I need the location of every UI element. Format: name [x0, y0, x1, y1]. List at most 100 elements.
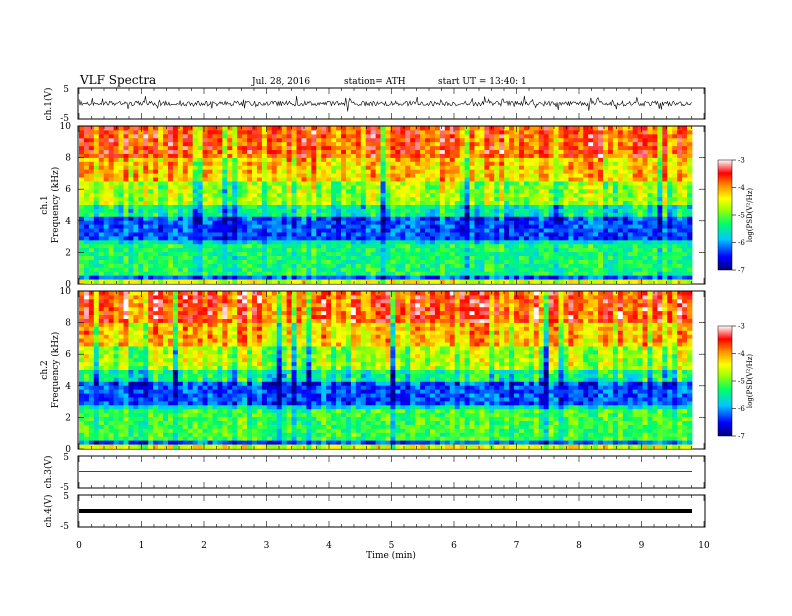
spectrogram-cell: [227, 138, 233, 143]
spectrogram-cell: [123, 197, 129, 202]
spectrogram-cell: [558, 150, 564, 155]
spectrogram-cell: [677, 138, 683, 143]
spectrogram-cell: [118, 267, 124, 273]
spectrogram-cell: [504, 228, 510, 233]
spectrogram-cell: [365, 244, 372, 249]
spectrogram-cell: [326, 224, 332, 229]
spectrogram-cell: [509, 197, 515, 202]
spectrogram-cell: [187, 228, 194, 233]
spectrogram-cell: [642, 263, 648, 269]
spectrogram-cell: [83, 267, 90, 273]
spectrogram-cell: [533, 126, 540, 131]
spectrogram-cell: [588, 252, 594, 257]
spectrogram-cell: [647, 205, 653, 210]
spectrogram-cell: [568, 150, 574, 155]
spectrogram-cell: [108, 134, 114, 139]
spectrogram-cell: [321, 193, 327, 198]
spectrogram-cell: [182, 263, 189, 269]
spectrogram-cell: [118, 279, 124, 284]
spectrogram-cell: [197, 193, 203, 198]
spectrogram-cell: [83, 279, 90, 284]
spectrogram-cell: [296, 263, 302, 269]
spectrogram-cell: [652, 146, 658, 151]
spectrogram-cell: [583, 271, 589, 277]
spectrogram-cell: [128, 244, 134, 249]
spectrogram-cell: [662, 216, 668, 222]
spectrogram-cell: [469, 146, 475, 151]
spectrogram-cell: [449, 126, 456, 131]
spectrogram-cell: [603, 189, 609, 194]
spectrogram-cell: [177, 267, 184, 273]
spectrogram-cell: [207, 228, 213, 233]
spectrogram-cell: [187, 189, 194, 194]
spectrogram-cell: [266, 212, 273, 218]
spectrogram-cell: [543, 208, 550, 214]
spectrogram-cell: [568, 252, 574, 257]
spectrogram-cell: [459, 275, 465, 280]
spectrogram-cell: [528, 232, 535, 237]
spectrogram-cell: [533, 279, 540, 284]
spectrogram-cell: [553, 205, 559, 210]
spectrogram-cell: [177, 263, 184, 269]
spectrogram-cell: [341, 216, 347, 222]
spectrogram-cell: [123, 185, 129, 190]
spectrogram-cell: [588, 267, 594, 273]
spectrogram-cell: [143, 189, 149, 194]
spectrogram-cell: [360, 146, 367, 151]
spectrogram-cell: [306, 185, 312, 190]
spectrogram-cell: [425, 236, 431, 241]
spectrogram-cell: [276, 279, 283, 284]
spectrogram-cell: [227, 267, 233, 273]
spectrogram-cell: [622, 267, 629, 273]
spectrogram-cell: [79, 216, 85, 222]
spectrogram-cell: [425, 142, 431, 147]
spectrogram-cell: [603, 138, 609, 143]
spectrogram-cell: [543, 134, 550, 139]
spectrogram-cell: [573, 224, 579, 229]
spectrogram-cell: [504, 279, 510, 284]
spectrogram-cell: [627, 153, 634, 159]
spectrogram-cell: [672, 259, 678, 265]
spectrogram-cell: [652, 256, 658, 261]
spectrogram-cell: [395, 173, 401, 178]
spectrogram-cell: [607, 259, 614, 265]
spectrogram-cell: [603, 134, 609, 139]
spectrogram-cell: [593, 197, 599, 202]
spectrogram-cell: [425, 181, 431, 186]
spectrogram-cell: [667, 275, 673, 280]
spectrogram-cell: [301, 130, 307, 135]
spectrogram-cell: [484, 248, 490, 253]
spectrogram-cell: [103, 220, 110, 226]
spectrogram-cell: [93, 134, 100, 139]
spectrogram-cell: [553, 157, 559, 163]
spectrogram-cell: [598, 244, 604, 249]
spectrogram-cell: [217, 142, 223, 147]
spectrogram-cell: [603, 216, 609, 222]
spectrogram-cell: [434, 267, 441, 273]
spectrogram-cell: [469, 256, 475, 261]
spectrogram-cell: [177, 205, 184, 210]
spectrogram-cell: [533, 165, 540, 171]
spectrogram-cell: [449, 208, 456, 214]
spectrogram-cell: [167, 193, 174, 198]
spectrogram-cell: [588, 244, 594, 249]
spectrogram-cell: [395, 220, 401, 226]
spectrogram-cell: [429, 240, 436, 245]
spectrogram-cell: [212, 236, 218, 241]
spectrogram-cell: [172, 263, 179, 269]
spectrogram-cell: [113, 161, 119, 167]
spectrogram-cell: [558, 259, 564, 265]
spectrogram-cell: [682, 240, 688, 245]
spectrogram-cell: [385, 279, 391, 284]
spectrogram-cell: [429, 169, 436, 175]
spectrogram-cell: [138, 267, 144, 273]
spectrogram-cell: [687, 244, 693, 249]
spectrogram-cell: [494, 205, 500, 210]
spectrogram-cell: [266, 248, 273, 253]
spectrogram-cell: [548, 165, 554, 171]
spectrogram-cell: [523, 197, 530, 202]
spectrogram-cell: [662, 146, 668, 151]
spectrogram-cell: [662, 205, 668, 210]
spectrogram-cell: [607, 126, 614, 131]
spectrogram-cell: [158, 153, 164, 159]
